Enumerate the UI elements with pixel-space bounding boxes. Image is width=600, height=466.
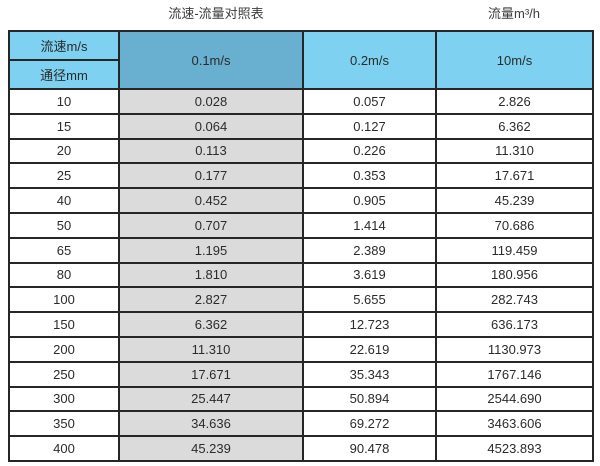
flow-cell-10ms: 4523.893 [435,435,594,462]
flow-cell-10ms: 1130.973 [435,335,594,363]
flow-cell-0-1ms: 0.113 [118,137,304,165]
flow-cell-0-1ms: 0.064 [118,112,304,140]
flow-rate-table: 流速m/s 0.1m/s 0.2m/s 10m/s 通径mm 10 0.028 … [8,30,594,462]
flow-unit-label: 流量m³/h [487,6,540,21]
flow-cell-10ms: 2.826 [435,88,594,115]
flow-cell-0-2ms: 2.389 [302,236,437,264]
flow-cell-0-1ms: 6.362 [118,311,304,338]
flow-cell-0-1ms: 0.707 [118,211,304,239]
velocity-header-cell: 流速m/s [8,30,120,61]
flow-cell-0-2ms: 0.905 [302,187,437,214]
flow-cell-10ms: 119.459 [435,236,594,264]
diameter-cell: 20 [8,137,120,165]
table-row: 65 1.195 2.389 119.459 [8,236,594,264]
diameter-cell: 250 [8,360,120,388]
flow-cell-0-1ms: 34.636 [118,410,304,438]
table-row: 350 34.636 69.272 3463.606 [8,410,594,438]
flow-cell-10ms: 2544.690 [435,385,594,413]
table-row: 50 0.707 1.414 70.686 [8,211,594,239]
flow-cell-0-1ms: 1.195 [118,236,304,264]
diameter-cell: 50 [8,211,120,239]
flow-cell-0-2ms: 5.655 [302,286,437,314]
diameter-cell: 40 [8,187,120,214]
flow-cell-0-2ms: 0.226 [302,137,437,165]
table-row: 10 0.028 0.057 2.826 [8,88,594,115]
diameter-cell: 400 [8,435,120,462]
table-row: 150 6.362 12.723 636.173 [8,311,594,338]
flow-cell-10ms: 70.686 [435,211,594,239]
table-row: 250 17.671 35.343 1767.146 [8,360,594,388]
table-row: 200 11.310 22.619 1130.973 [8,335,594,363]
flow-cell-10ms: 17.671 [435,162,594,190]
flow-cell-0-2ms: 0.127 [302,112,437,140]
table-row: 25 0.177 0.353 17.671 [8,162,594,190]
flow-cell-10ms: 3463.606 [435,410,594,438]
flow-cell-10ms: 636.173 [435,311,594,338]
diameter-header-cell: 通径mm [8,59,120,90]
flow-cell-0-2ms: 3.619 [302,261,437,289]
flow-cell-0-1ms: 1.810 [118,261,304,289]
table-row: 100 2.827 5.655 282.743 [8,286,594,314]
flow-cell-0-1ms: 17.671 [118,360,304,388]
col-header-0-2ms: 0.2m/s [302,30,437,90]
flow-cell-0-2ms: 90.478 [302,435,437,462]
flow-cell-0-1ms: 25.447 [118,385,304,413]
flow-cell-0-1ms: 0.177 [118,162,304,190]
col-header-10ms: 10m/s [435,30,594,90]
flow-cell-10ms: 1767.146 [435,360,594,388]
diameter-cell: 300 [8,385,120,413]
table-row: 300 25.447 50.894 2544.690 [8,385,594,413]
flow-cell-0-1ms: 45.239 [118,435,304,462]
flow-cell-0-1ms: 11.310 [118,335,304,363]
flow-cell-10ms: 282.743 [435,286,594,314]
diameter-cell: 150 [8,311,120,338]
flow-cell-0-2ms: 69.272 [302,410,437,438]
diameter-cell: 80 [8,261,120,289]
diameter-cell: 25 [8,162,120,190]
flow-cell-0-2ms: 12.723 [302,311,437,338]
table-row: 15 0.064 0.127 6.362 [8,112,594,140]
diameter-cell: 65 [8,236,120,264]
table-row: 20 0.113 0.226 11.310 [8,137,594,165]
flow-cell-10ms: 6.362 [435,112,594,140]
diameter-cell: 350 [8,410,120,438]
table-head: 流速m/s 0.1m/s 0.2m/s 10m/s 通径mm [8,30,594,90]
flow-cell-0-1ms: 0.452 [118,187,304,214]
flow-cell-0-2ms: 1.414 [302,211,437,239]
flow-cell-0-2ms: 35.343 [302,360,437,388]
diameter-cell: 10 [8,88,120,115]
table-row: 40 0.452 0.905 45.239 [8,187,594,214]
diameter-cell: 15 [8,112,120,140]
flow-cell-0-2ms: 0.353 [302,162,437,190]
diameter-cell: 200 [8,335,120,363]
flow-cell-10ms: 180.956 [435,261,594,289]
flow-cell-0-2ms: 22.619 [302,335,437,363]
flow-cell-0-1ms: 2.827 [118,286,304,314]
page-title: 流速-流量对照表 [168,6,264,21]
table-row: 80 1.810 3.619 180.956 [8,261,594,289]
flow-cell-0-2ms: 50.894 [302,385,437,413]
flow-cell-0-2ms: 0.057 [302,88,437,115]
flow-cell-0-1ms: 0.028 [118,88,304,115]
flow-cell-10ms: 11.310 [435,137,594,165]
flow-cell-10ms: 45.239 [435,187,594,214]
table-row: 400 45.239 90.478 4523.893 [8,435,594,462]
col-header-0-1ms: 0.1m/s [118,30,304,90]
table-body: 10 0.028 0.057 2.826 15 0.064 0.127 6.36… [8,88,594,462]
page-header: 流速-流量对照表 流量m³/h [0,0,600,28]
diameter-cell: 100 [8,286,120,314]
